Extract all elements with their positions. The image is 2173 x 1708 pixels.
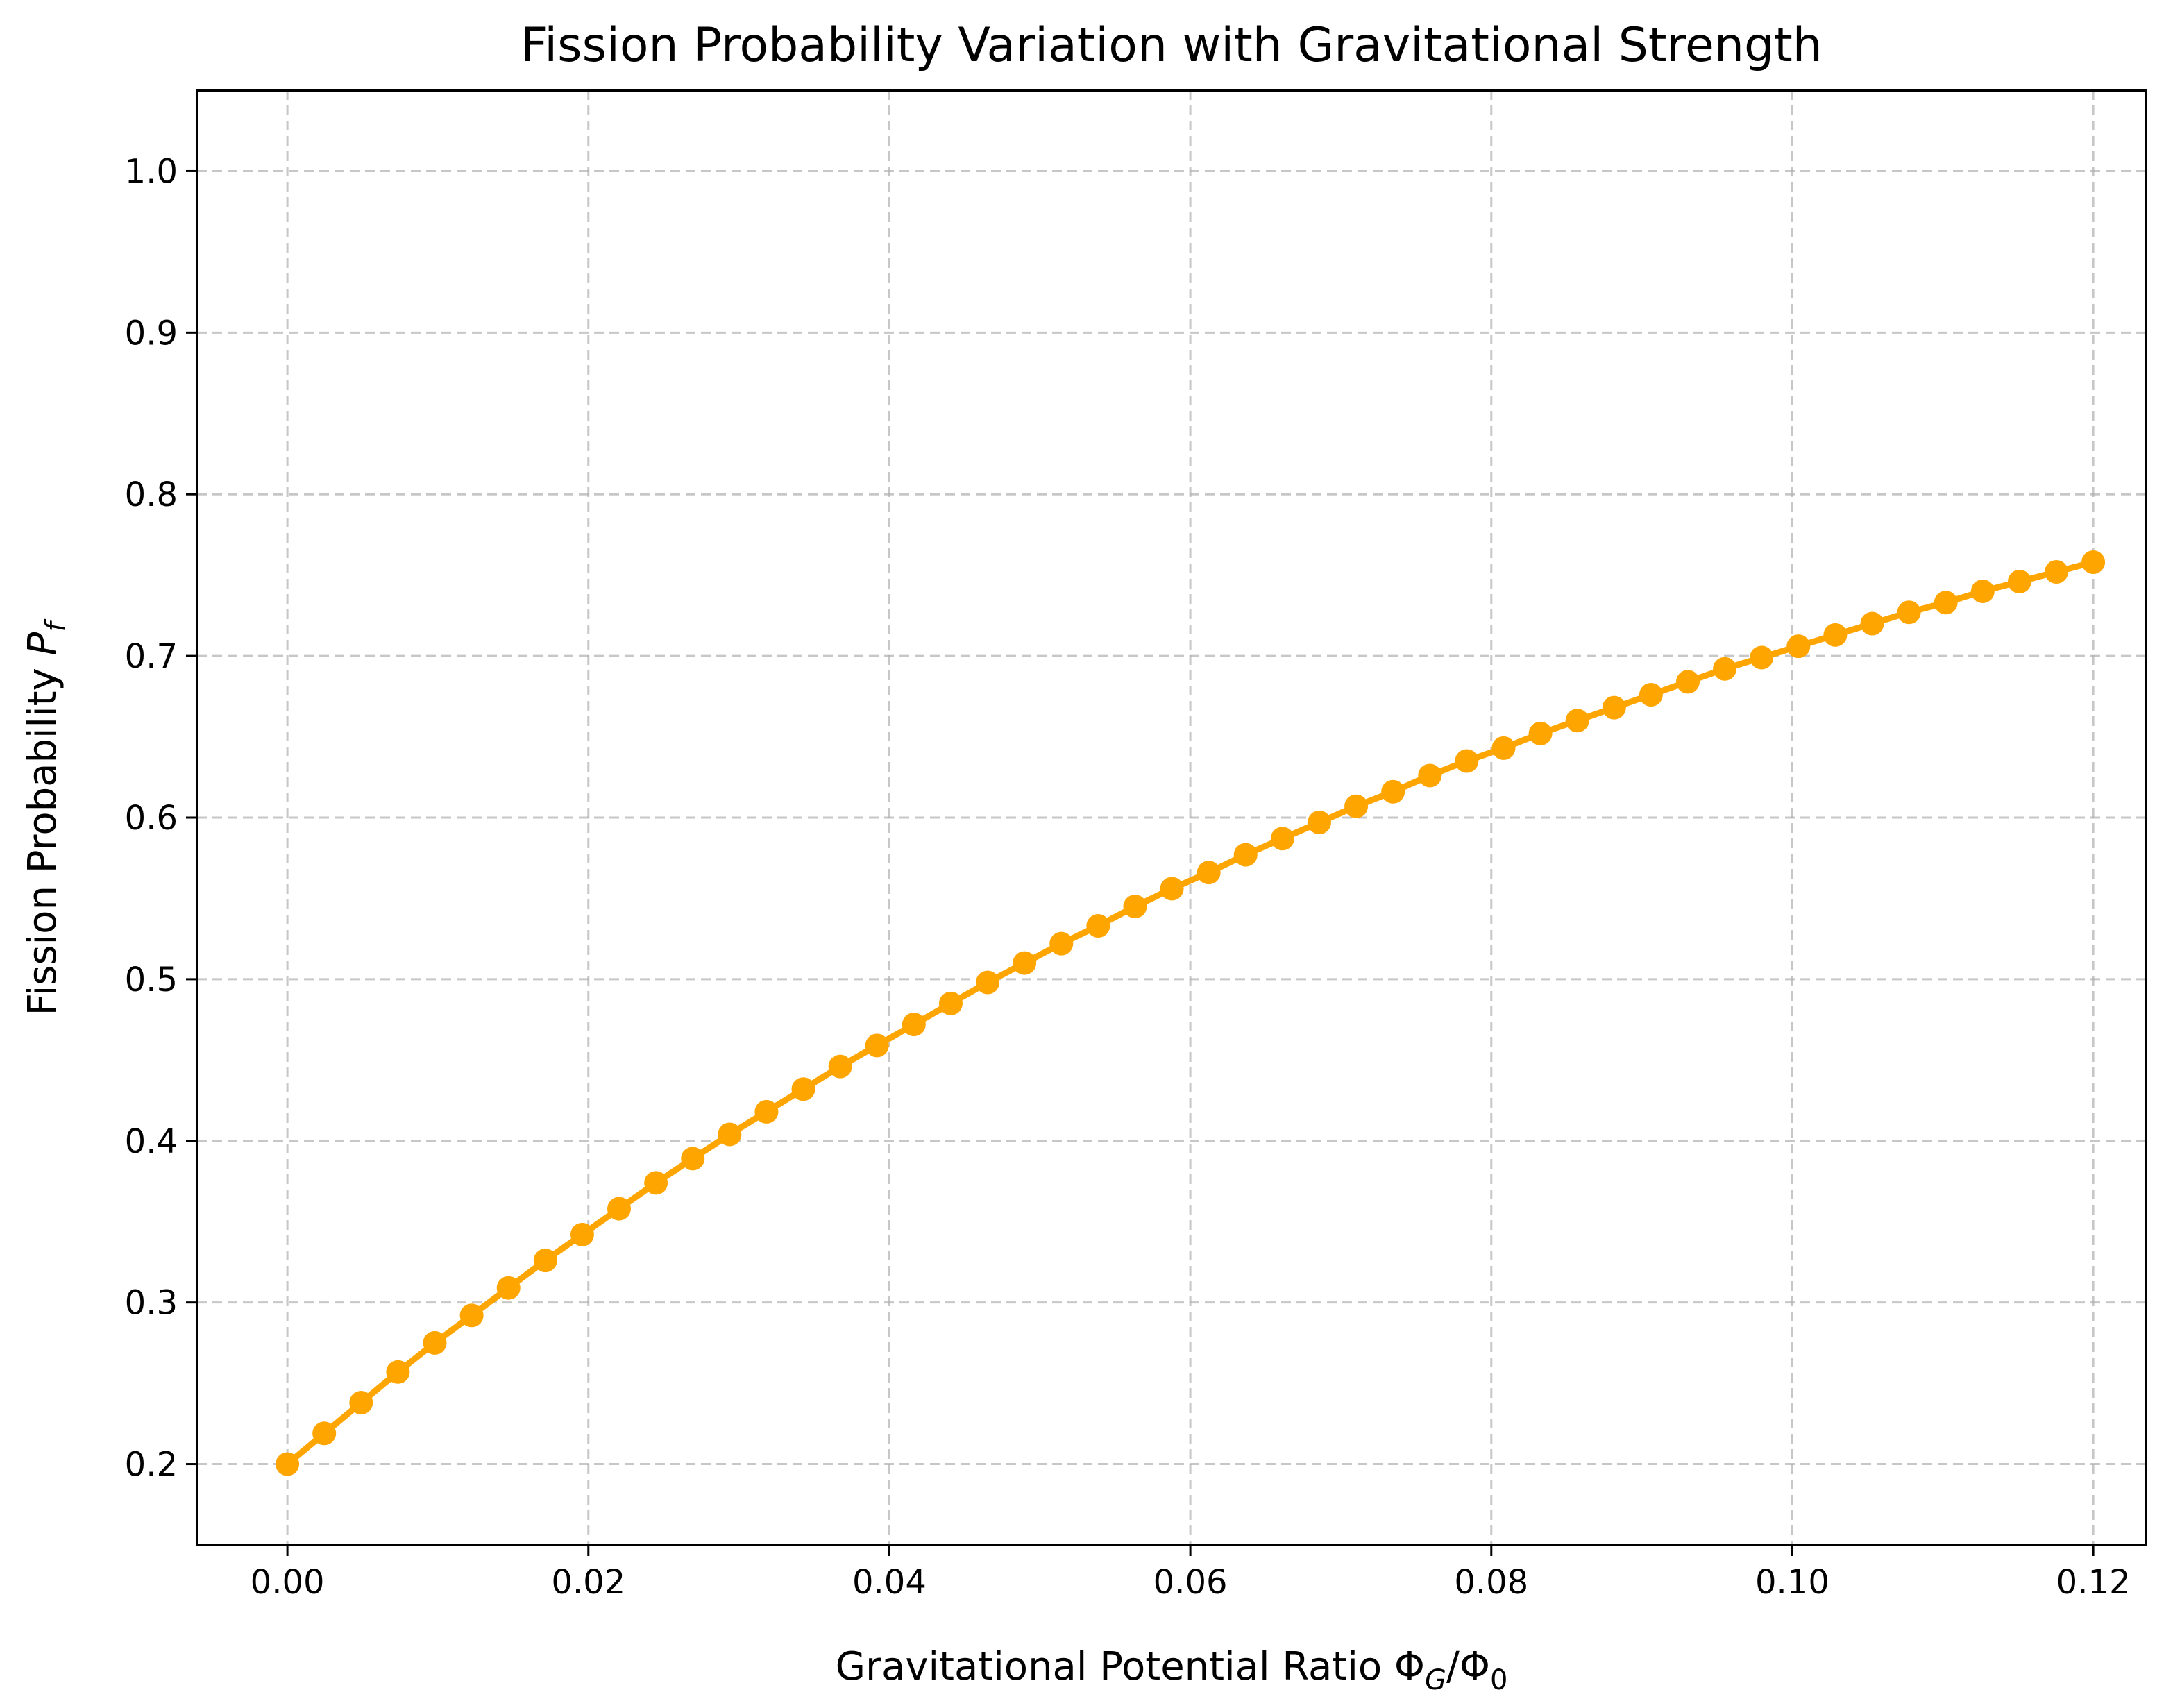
y-tick-label: 0.7 — [125, 637, 178, 676]
data-point — [681, 1147, 705, 1171]
data-point — [1013, 951, 1037, 975]
x-tick-label: 0.00 — [251, 1563, 325, 1602]
y-tick-label: 0.9 — [125, 314, 178, 353]
data-point — [276, 1452, 300, 1476]
data-point — [644, 1171, 668, 1195]
data-point — [533, 1249, 557, 1273]
data-point — [1344, 794, 1369, 818]
y-tick-label: 0.3 — [125, 1284, 178, 1323]
data-point — [496, 1276, 521, 1300]
data-point — [459, 1303, 484, 1328]
data-point — [1823, 623, 1848, 647]
data-point — [938, 991, 963, 1015]
data-point — [1750, 645, 1774, 670]
x-tick-label: 0.10 — [1755, 1563, 1829, 1602]
data-point — [607, 1197, 632, 1221]
data-point — [1491, 736, 1516, 760]
chart-title: Fission Probability Variation with Gravi… — [521, 18, 1823, 73]
x-tick-label: 0.08 — [1454, 1563, 1528, 1602]
series — [276, 550, 2106, 1476]
x-axis-title-main: Gravitational Potential Ratio Φ — [836, 1644, 1425, 1689]
data-point — [718, 1122, 742, 1147]
x-axis-title: Gravitational Potential Ratio ΦG/Φ0 — [836, 1644, 1508, 1696]
data-point — [754, 1099, 779, 1124]
x-axis-title-sub2: 0 — [1490, 1664, 1507, 1696]
data-point — [1381, 779, 1405, 804]
data-point — [1233, 843, 1258, 867]
x-tick-label: 0.12 — [2056, 1563, 2131, 1602]
data-point — [976, 970, 1000, 995]
y-axis-title: Fission Probability Pf — [20, 618, 72, 1016]
x-tick-label: 0.02 — [551, 1563, 625, 1602]
data-point — [1934, 591, 1958, 615]
data-point — [2045, 560, 2069, 584]
data-point — [312, 1421, 337, 1446]
data-point — [1565, 709, 1589, 733]
grid — [197, 90, 2146, 1545]
data-point — [902, 1013, 926, 1037]
data-point — [2007, 569, 2031, 593]
data-point — [1675, 670, 1700, 694]
data-point — [1418, 763, 1442, 788]
y-tick-label: 0.6 — [125, 799, 178, 838]
data-point — [828, 1054, 852, 1079]
data-point — [1123, 895, 1147, 919]
data-point — [791, 1077, 815, 1101]
x-tick-label: 0.06 — [1153, 1563, 1228, 1602]
x-tick-label: 0.04 — [852, 1563, 927, 1602]
data-point — [1786, 634, 1811, 659]
data-point — [1307, 810, 1331, 834]
y-tick-label: 0.4 — [125, 1122, 178, 1161]
data-point — [1897, 600, 1921, 625]
y-tick-label: 0.5 — [125, 961, 178, 999]
data-point — [865, 1033, 889, 1058]
data-point — [1270, 827, 1294, 851]
y-tick-label: 0.8 — [125, 475, 178, 514]
y-axis-title-sub: f — [40, 618, 72, 632]
data-point — [1049, 931, 1074, 956]
x-axis-title-mid: /Φ — [1446, 1644, 1490, 1689]
data-point — [1197, 861, 1221, 885]
y-tick-label: 1.0 — [125, 152, 178, 191]
data-point — [423, 1330, 447, 1355]
plot-frame — [196, 89, 2147, 1546]
ticks — [186, 169, 2095, 1556]
x-axis-title-sub1: G — [1425, 1664, 1446, 1696]
data-point — [570, 1222, 594, 1246]
data-point — [1860, 611, 1884, 636]
data-point — [2081, 550, 2106, 575]
y-axis-title-main: Fission Probability — [20, 655, 65, 1015]
data-point — [1970, 579, 1995, 603]
y-tick-label: 0.2 — [125, 1446, 178, 1485]
data-point — [1160, 877, 1184, 901]
y-axis-title-italic: P — [20, 632, 65, 655]
data-point — [1639, 683, 1663, 707]
data-point — [1455, 749, 1479, 773]
data-point — [1713, 657, 1737, 681]
data-point — [1528, 721, 1553, 745]
data-point — [1086, 914, 1110, 938]
tick-labels: 0.00 0.02 0.04 0.06 0.08 0.10 0.12 0.2 0.3 0.4 0.5… — [125, 152, 2131, 1602]
data-point — [1602, 695, 1626, 720]
data-point — [349, 1391, 373, 1415]
data-point — [386, 1360, 410, 1384]
